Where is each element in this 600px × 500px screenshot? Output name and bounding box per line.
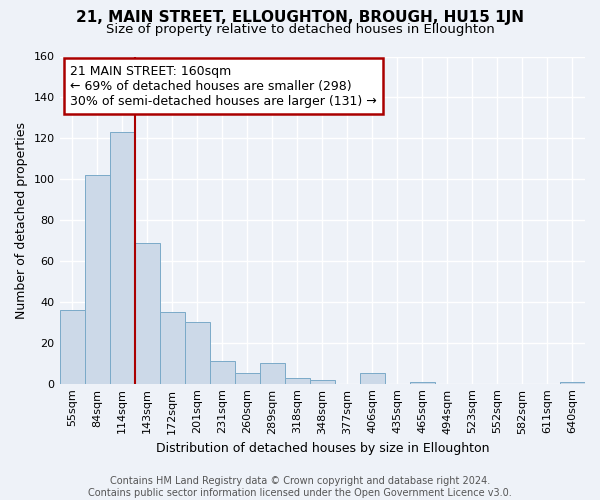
- Bar: [360, 374, 385, 384]
- Bar: [110, 132, 134, 384]
- Bar: [260, 363, 285, 384]
- Text: Size of property relative to detached houses in Elloughton: Size of property relative to detached ho…: [106, 22, 494, 36]
- Text: 21 MAIN STREET: 160sqm
← 69% of detached houses are smaller (298)
30% of semi-de: 21 MAIN STREET: 160sqm ← 69% of detached…: [70, 64, 377, 108]
- Bar: [134, 242, 160, 384]
- Text: Contains HM Land Registry data © Crown copyright and database right 2024.
Contai: Contains HM Land Registry data © Crown c…: [88, 476, 512, 498]
- Y-axis label: Number of detached properties: Number of detached properties: [15, 122, 28, 318]
- Bar: [160, 312, 185, 384]
- Bar: [560, 382, 585, 384]
- Bar: [59, 310, 85, 384]
- Bar: [85, 175, 110, 384]
- Bar: [209, 361, 235, 384]
- Bar: [310, 380, 335, 384]
- Bar: [235, 374, 260, 384]
- Bar: [285, 378, 310, 384]
- Text: 21, MAIN STREET, ELLOUGHTON, BROUGH, HU15 1JN: 21, MAIN STREET, ELLOUGHTON, BROUGH, HU1…: [76, 10, 524, 25]
- Bar: [410, 382, 435, 384]
- Bar: [185, 322, 209, 384]
- X-axis label: Distribution of detached houses by size in Elloughton: Distribution of detached houses by size …: [155, 442, 489, 455]
